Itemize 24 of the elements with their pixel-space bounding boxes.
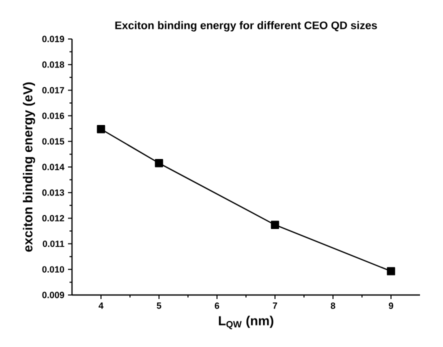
x-tick-label: 7 [272,302,278,309]
y-axis-title: exciton binding energy (eV) [22,82,36,252]
x-axis-title: L$_{QW}$ (nm) [218,316,274,330]
y-tick-label: 0.011 [42,240,64,247]
y-tick-label: 0.019 [42,36,64,42]
x-tick-label: 8 [330,302,336,309]
x-tick-label: 9 [388,302,394,309]
x-tick-label: 4 [98,302,104,309]
y-tick-label: 0.017 [42,87,64,94]
point [96,125,106,134]
y-tick-label: 0.015 [42,138,64,145]
point [386,267,396,276]
y-tick-label: 0.012 [42,215,64,222]
y-tick-label: 0.013 [42,189,64,196]
x-tick-label: 6 [214,302,220,309]
y-tick-label: 0.009 [42,292,64,298]
point [154,159,164,168]
y-tick-label: 0.016 [42,112,64,119]
y-tick-label: 0.018 [42,61,64,68]
y-tick-label: 0.010 [42,266,64,273]
chart-title: Exciton binding energy for different CEO QD sizes [115,21,377,32]
y-tick-label: 0.014 [42,164,64,170]
x-tick-label: 5 [156,302,162,309]
point [270,220,280,229]
